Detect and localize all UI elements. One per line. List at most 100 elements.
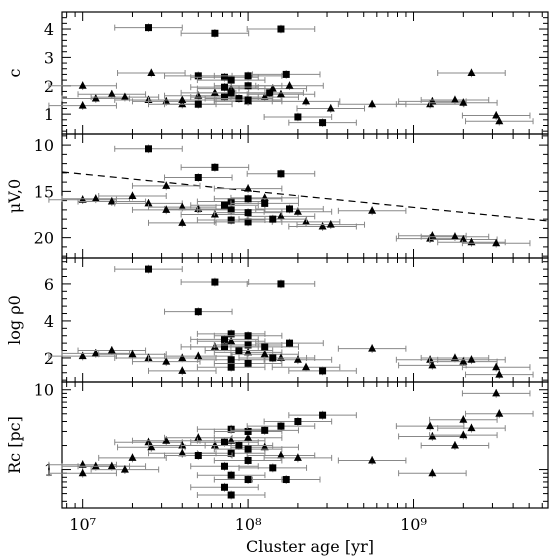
data-point-triangle [368,455,377,464]
data-point-triangle [293,207,302,215]
data-point-triangle [128,453,137,461]
y-tick-label: 6 [44,275,54,294]
data-point-square [144,24,152,32]
data-point-triangle [426,355,435,363]
data-point-triangle [428,360,437,369]
y-axis-label: Rc [pc] [5,416,24,474]
data-point-square [277,25,285,33]
data-point-triangle [260,442,269,451]
data-point-square [235,95,243,103]
data-point-square [294,113,302,121]
panel-1: 1234c [5,11,549,135]
data-point-triangle [495,409,504,417]
data-point-triangle [260,349,269,358]
data-point-square [244,427,252,435]
data-point-triangle [492,388,501,397]
data-point-triangle [194,351,203,360]
data-point-triangle [107,346,116,354]
data-point-square [244,359,252,367]
data-point-triangle [467,355,476,363]
data-point-triangle [78,351,87,360]
data-point-square [244,456,252,464]
data-point-square [227,89,235,97]
data-point-triangle [107,89,116,98]
data-point-square [235,347,243,355]
data-point-triangle [162,205,171,213]
data-point-square [194,72,202,80]
data-point-triangle [492,362,501,371]
data-point-triangle [194,433,203,441]
data-point-triangle [459,415,468,423]
data-point-triangle [147,68,156,76]
data-point-square [227,449,235,457]
data-point-triangle [120,92,129,101]
data-point-square [294,418,302,426]
data-point-square [269,464,277,472]
panel-frame [61,381,549,509]
data-point-square [220,201,228,209]
data-point-triangle [318,222,327,230]
data-point-square [266,89,274,97]
data-point-triangle [210,210,219,218]
data-point-triangle [326,220,335,228]
data-point-triangle [178,448,187,457]
y-axis-label: μV,0 [5,179,24,213]
data-point-square [220,83,228,91]
data-point-triangle [293,355,302,363]
data-point-triangle [276,353,285,361]
data-point-triangle [302,96,311,105]
data-point-triangle [368,206,377,214]
data-point-square [244,332,252,340]
data-point-triangle [276,89,285,98]
data-point-square [261,426,269,434]
data-point-triangle [276,451,285,459]
data-point-triangle [495,370,504,378]
data-point-triangle [178,353,187,361]
data-point-triangle [459,357,468,365]
data-point-square [211,278,219,286]
data-point-triangle [467,423,476,432]
data-point-triangle [368,344,377,352]
data-point-triangle [120,465,129,473]
data-point-square [319,367,327,375]
data-point-square [220,462,228,470]
data-point-triangle [450,95,459,103]
data-point-square [244,96,252,104]
data-point-triangle [144,198,153,207]
data-point-square [261,199,269,207]
data-point-triangle [178,366,187,374]
data-point-square [244,341,252,349]
data-point-triangle [276,211,285,220]
data-point-square [194,100,202,108]
data-point-triangle [244,184,253,192]
data-point-triangle [91,461,100,470]
data-point-square [220,438,228,446]
data-point-triangle [285,81,294,89]
data-point-triangle [162,436,171,444]
data-point-square [244,445,252,453]
data-point-triangle [492,111,501,119]
x-tick-label: 10⁹ [400,515,427,534]
data-point-square [282,70,290,78]
y-axis-label: log ρ0 [5,295,24,345]
data-point-square [220,335,228,343]
data-point-square [277,422,285,430]
y-tick-label: 20 [34,229,54,248]
data-point-triangle [107,461,116,470]
x-axis-title: Cluster age [yr] [246,537,374,556]
data-point-triangle [91,348,100,357]
data-point-triangle [302,217,311,225]
data-point-triangle [459,98,468,106]
data-point-triangle [144,437,153,446]
data-point-square [144,265,152,273]
x-tick-label: 10⁸ [235,515,262,534]
x-tick-label: 10⁷ [69,515,96,534]
data-point-triangle [227,336,236,345]
data-point-square [235,442,243,450]
data-point-square [220,483,228,491]
y-tick-label: 10 [34,136,54,155]
data-point-square [244,476,252,484]
